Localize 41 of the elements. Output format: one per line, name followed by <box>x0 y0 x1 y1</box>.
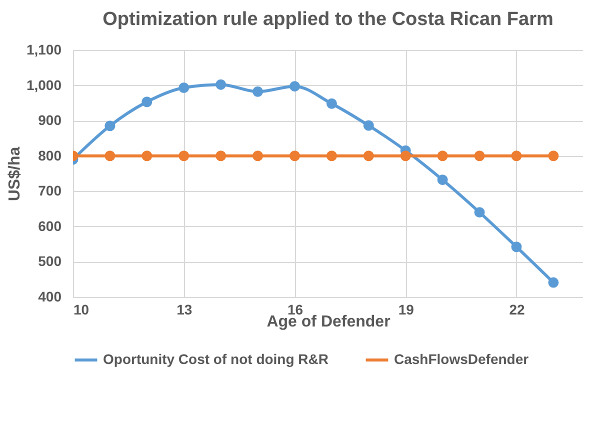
legend-label: Oportunity Cost of not doing R&R <box>103 351 329 367</box>
chart-title: Optimization rule applied to the Costa Rican Farm <box>102 9 554 30</box>
x-tick-label: 19 <box>398 302 414 318</box>
point <box>178 150 190 162</box>
y-tick-label: 600 <box>38 218 62 234</box>
y-tick-label: 1,100 <box>26 42 62 58</box>
y-tick-label: 1,000 <box>26 76 62 93</box>
point <box>474 207 485 218</box>
y-tick-label: 700 <box>38 182 62 199</box>
point <box>400 150 411 162</box>
y-axis-title: US$/ha <box>6 146 24 202</box>
y-tick-label: 900 <box>38 112 62 128</box>
point <box>252 86 264 97</box>
point <box>511 242 522 252</box>
point <box>216 79 226 90</box>
point <box>363 120 374 131</box>
y-tick-label: 800 <box>38 147 62 164</box>
point <box>289 150 300 162</box>
x-tick-label: 13 <box>176 302 192 318</box>
point <box>326 98 337 109</box>
point <box>437 150 448 162</box>
point <box>104 120 116 132</box>
x-tick-label: 10 <box>74 302 90 318</box>
point <box>548 277 559 288</box>
y-tick-label: 400 <box>38 288 62 304</box>
point <box>104 150 116 162</box>
y-tick-label: 500 <box>38 253 62 270</box>
point <box>474 150 485 162</box>
point <box>548 150 559 162</box>
point <box>178 82 190 93</box>
point <box>142 150 152 162</box>
point <box>326 150 337 162</box>
point <box>142 96 152 108</box>
legend-label: CashFlowsDefender <box>394 351 530 367</box>
point <box>252 150 264 162</box>
point <box>437 174 448 186</box>
point <box>216 150 226 162</box>
point <box>289 81 300 92</box>
point <box>511 150 522 162</box>
point <box>363 150 374 162</box>
x-tick-label: 22 <box>509 302 525 318</box>
